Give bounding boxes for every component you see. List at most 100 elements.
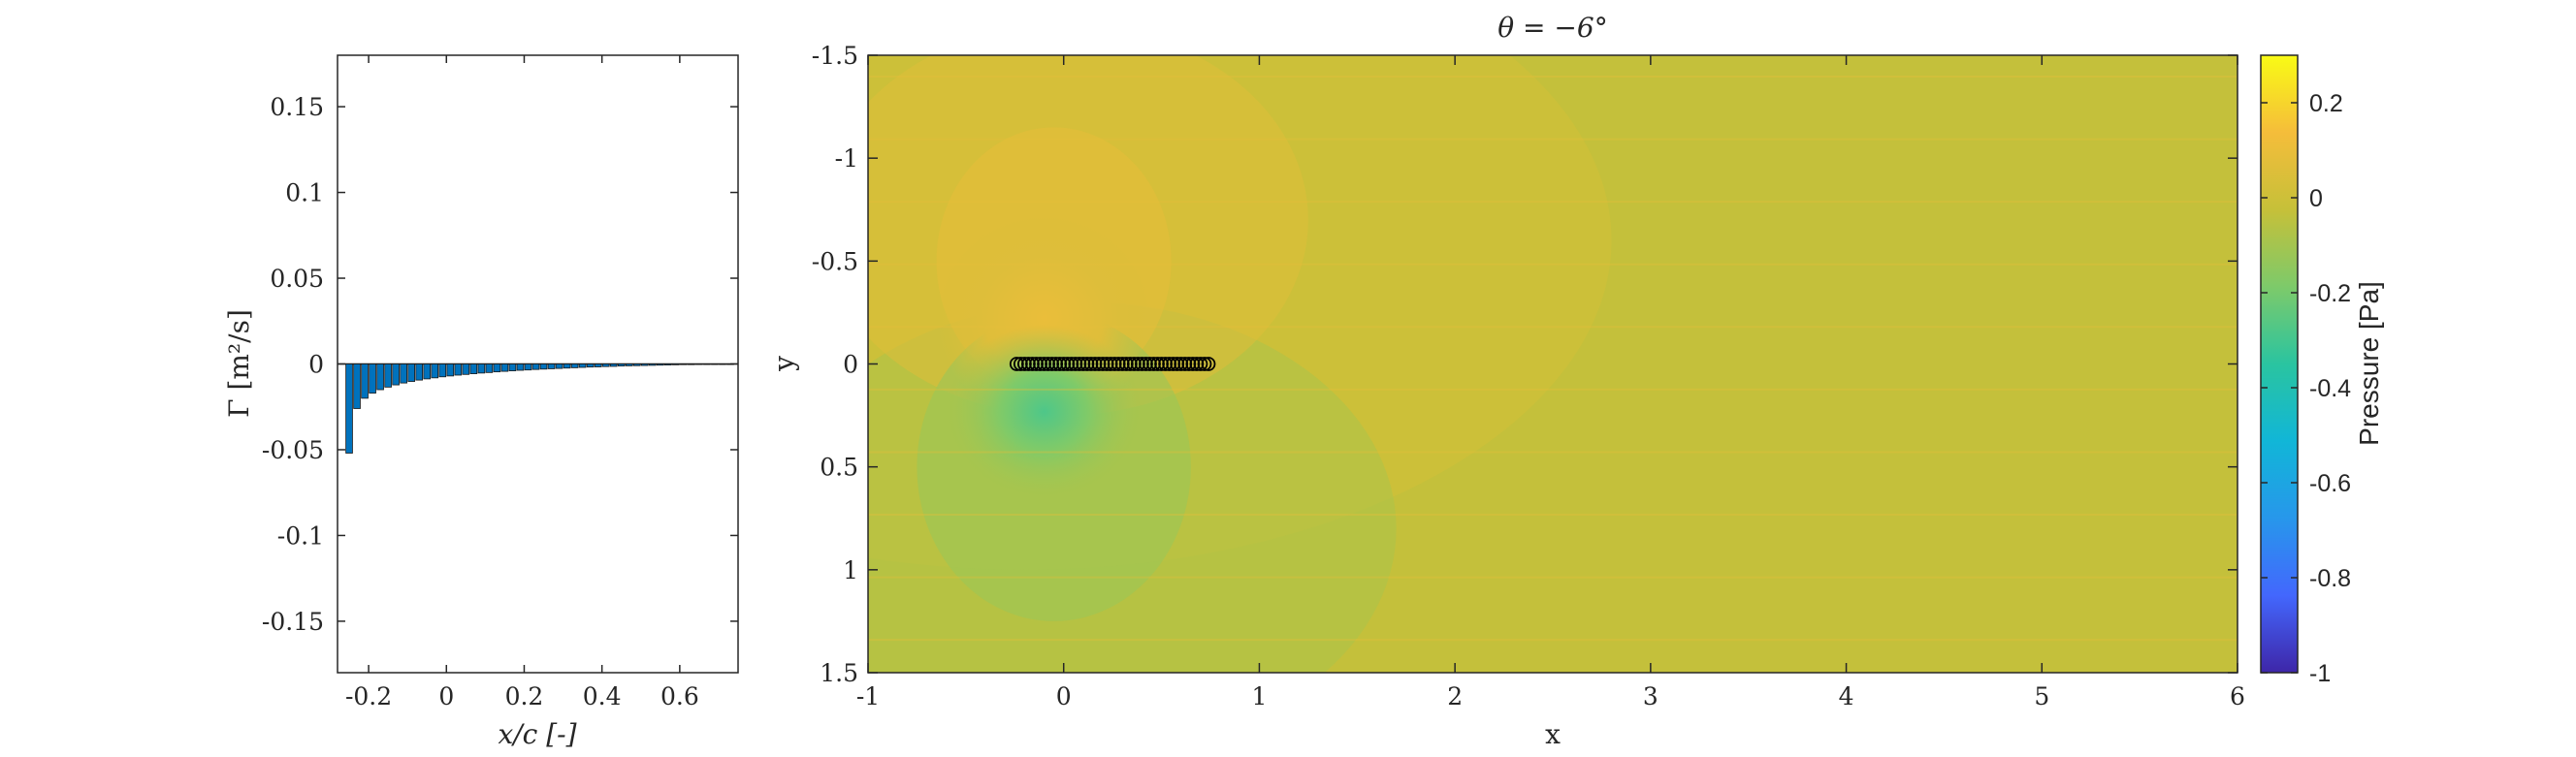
pressure-field [868, 55, 2238, 673]
bar-y-tick-label: 0.15 [270, 93, 324, 121]
circulation-bar [632, 363, 641, 366]
circulation-bar [547, 363, 556, 369]
circulation-bar [570, 363, 579, 368]
circulation-bar [609, 363, 618, 367]
map-y-tick-label: 0 [843, 351, 858, 379]
circulation-bar [688, 363, 695, 365]
circulation-bar [625, 363, 633, 366]
colorbar-tick-label: -0.8 [2309, 565, 2351, 592]
bar-x-tick-label: 0.6 [660, 682, 699, 710]
circulation-bar [438, 363, 447, 378]
bar-y-tick-label: -0.15 [262, 608, 324, 636]
circulation-bar [703, 363, 711, 365]
circulation-bar [431, 363, 439, 379]
suction-peak [946, 325, 1143, 498]
map-y-tick-label: 1 [843, 556, 858, 584]
pressure-chart-title: θ = −6° [1497, 12, 1607, 44]
pressure-contour-chart: -1 0 1 2 3 4 5 6 -1.5 -1 -0.5 0 0.5 1 1.5 θ = −6° x y [768, 12, 2245, 750]
circulation-bar [508, 363, 517, 371]
colorbar-ticks: 0.2 0 -0.2 -0.4 -0.6 -0.8 -1 [2261, 90, 2351, 687]
circulation-bar [664, 363, 672, 365]
map-x-tick-label: 4 [1839, 682, 1854, 710]
map-x-tick-label: -1 [856, 682, 880, 710]
circulation-bar [594, 363, 602, 367]
circulation-bar [361, 363, 369, 399]
circulation-bar [407, 363, 415, 382]
map-y-tick-label: 1.5 [820, 659, 858, 687]
circulation-bar [516, 363, 525, 371]
map-x-tick-label: 3 [1643, 682, 1658, 710]
map-y-tick-label: -1 [835, 144, 858, 173]
bar-x-tick-label: 0.4 [583, 682, 622, 710]
pressure-chart-y-ticks: -1.5 -1 -0.5 0 0.5 1 1.5 [812, 42, 2238, 687]
map-x-tick-label: 6 [2230, 682, 2245, 710]
flat-plate-panels [1009, 357, 1216, 371]
circulation-bar [578, 363, 587, 368]
colorbar-tick-label: 0 [2309, 185, 2323, 212]
circulation-bar [345, 363, 353, 454]
bar-x-tick-label: 0.2 [505, 682, 544, 710]
colorbar-scale [2260, 54, 2299, 674]
bar-y-tick-label: 0 [308, 351, 324, 379]
map-x-tick-label: 1 [1251, 682, 1267, 710]
plate-panel-marker [1197, 357, 1212, 371]
circulation-bar [555, 363, 564, 369]
colorbar-tick-label: 0.2 [2309, 90, 2343, 117]
circulation-bar [353, 363, 361, 409]
circulation-bar [369, 363, 376, 394]
bar-x-tick-label: 0 [438, 682, 454, 710]
map-y-tick-label: -0.5 [812, 247, 858, 275]
circulation-bar [539, 363, 548, 370]
circulation-bar [695, 363, 703, 365]
pressure-colorbar: 0.2 0 -0.2 -0.4 -0.6 -0.8 -1 Pressure [Pa] [2260, 54, 2384, 687]
bar-x-tick-label: -0.2 [345, 682, 392, 710]
circulation-bar [711, 363, 719, 365]
circulation-bar [586, 363, 595, 368]
circulation-bar-chart: 0.15 0.1 0.05 0 -0.05 -0.1 -0.15 -0.2 0 0.2 0.4 0.… [223, 54, 739, 750]
bar-y-tick-label: -0.05 [262, 436, 324, 464]
bar-chart-y-ticks: 0.15 0.1 0.05 0 -0.05 -0.1 -0.15 [262, 93, 738, 636]
circulation-bar [601, 363, 610, 367]
pressure-chart-x-ticks: -1 0 1 2 3 4 5 6 [856, 55, 2245, 710]
bar-y-tick-label: 0.05 [270, 265, 324, 293]
colorbar-label: Pressure [Pa] [2354, 281, 2384, 446]
map-x-tick-label: 2 [1447, 682, 1463, 710]
colorbar-tick-label: -0.2 [2309, 280, 2351, 307]
map-y-tick-label: 0.5 [820, 454, 858, 482]
circulation-bar [672, 363, 680, 365]
circulation-bar [454, 363, 463, 376]
circulation-bar [719, 363, 726, 365]
circulation-bar [656, 363, 664, 366]
circulation-bar [493, 363, 501, 373]
circulation-bar [648, 363, 657, 366]
circulation-bar [680, 363, 688, 365]
bar-y-tick-label: -0.1 [277, 521, 324, 550]
circulation-bar [376, 363, 384, 391]
plate-panel-marker [1193, 357, 1208, 371]
plate-panel-marker [1201, 357, 1216, 371]
circulation-bar [500, 363, 509, 372]
bar-chart-bars [345, 363, 734, 454]
bar-chart-x-ticks: -0.2 0 0.2 0.4 0.6 [345, 55, 699, 710]
circulation-bar [446, 363, 455, 377]
pressure-chart-y-label: y [768, 356, 800, 372]
bar-chart-x-label: x/c [-] [498, 718, 576, 750]
colorbar-tick-label: -1 [2309, 660, 2331, 687]
circulation-bar [726, 363, 734, 365]
circulation-bar [617, 363, 626, 367]
circulation-bar [524, 363, 532, 371]
circulation-bar [531, 363, 540, 370]
circulation-bar [563, 363, 571, 369]
colorbar-tick-label: -0.6 [2309, 470, 2351, 497]
circulation-bar [423, 363, 432, 380]
bar-chart-y-label: Γ [m²/s] [223, 309, 255, 418]
pressure-contour-zones [868, 55, 2238, 673]
colorbar-tick-label: -0.4 [2309, 375, 2351, 402]
circulation-bar [392, 363, 400, 386]
circulation-bar [485, 363, 494, 373]
circulation-bar [469, 363, 478, 374]
map-x-tick-label: 5 [2034, 682, 2049, 710]
map-y-tick-label: -1.5 [812, 42, 858, 70]
circulation-bar [400, 363, 407, 384]
